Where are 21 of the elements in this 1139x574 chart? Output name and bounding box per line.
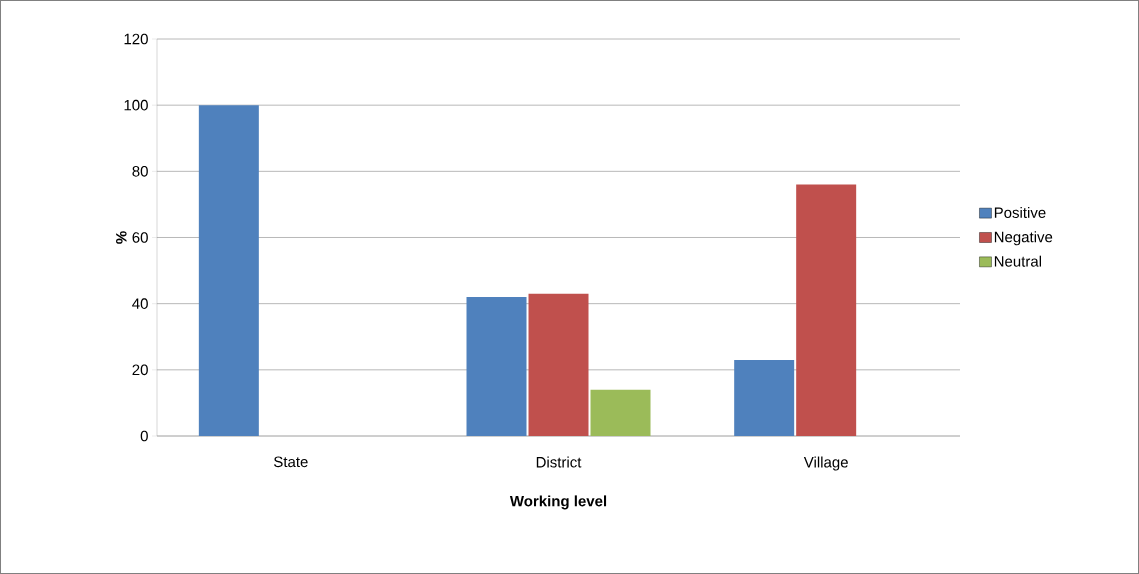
bar: [466, 297, 527, 436]
y-tick-label: 120: [124, 33, 148, 45]
x-axis-title: Working level: [509, 495, 607, 510]
x-tick-label: District: [536, 456, 582, 468]
legend-label: Negative: [994, 231, 1053, 246]
y-axis-title: %: [116, 231, 127, 244]
bar: [528, 293, 589, 436]
y-tick-label: 80: [132, 166, 148, 177]
y-tick-label: 0: [140, 430, 148, 442]
bar: [198, 105, 259, 436]
bar: [734, 359, 795, 436]
y-tick-label: 40: [132, 298, 148, 309]
y-tick-label: 20: [132, 364, 148, 376]
legend-label: Neutral: [994, 255, 1042, 267]
legend-label: Positive: [994, 206, 1046, 218]
y-tick-label: 100: [124, 99, 148, 111]
x-tick-label: Village: [803, 456, 848, 471]
x-tick-label: State: [274, 456, 308, 468]
y-tick-label: 60: [132, 232, 148, 243]
bar: [590, 389, 651, 436]
bar: [796, 184, 857, 436]
